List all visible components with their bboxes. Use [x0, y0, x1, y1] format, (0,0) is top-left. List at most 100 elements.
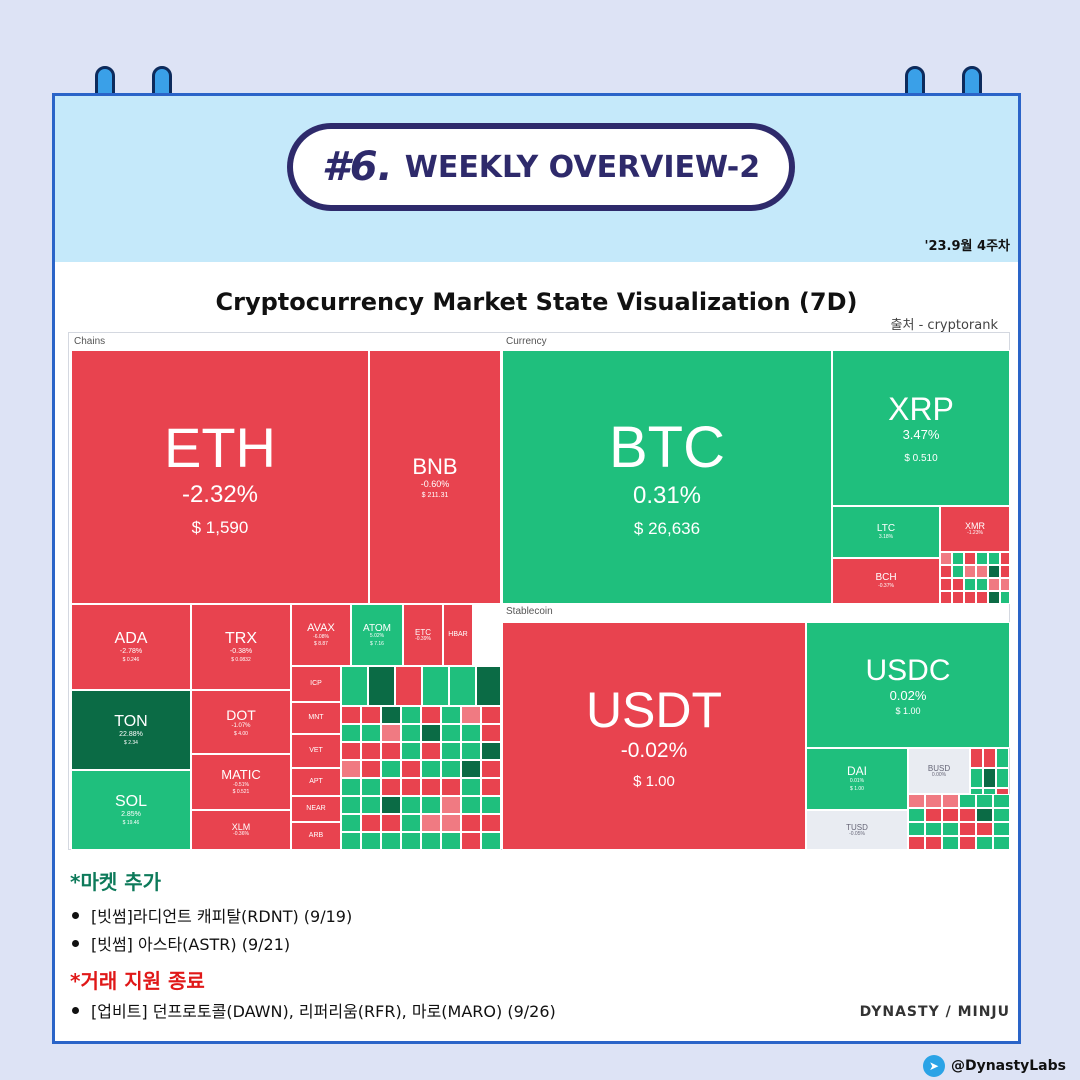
minor-asset-tile[interactable] [481, 832, 501, 850]
minor-asset-tile[interactable] [964, 552, 976, 565]
minor-asset-tile[interactable] [983, 768, 996, 788]
minor-asset-tile[interactable] [341, 832, 361, 850]
tile-mnt[interactable]: MNT [291, 702, 341, 734]
minor-asset-tile[interactable] [481, 814, 501, 832]
minor-asset-tile[interactable] [441, 724, 461, 742]
tile-icp[interactable]: ICP [291, 666, 341, 702]
minor-asset-tile[interactable] [976, 836, 993, 850]
tile-sol[interactable]: SOL 2.85% $ 19.46 [71, 770, 191, 850]
minor-asset-tile[interactable] [481, 796, 501, 814]
minor-asset-tile[interactable] [481, 760, 501, 778]
tile-eth[interactable]: ETH -2.32% $ 1,590 [71, 350, 369, 604]
minor-asset-tile[interactable] [976, 578, 988, 591]
minor-asset-tile[interactable] [996, 748, 1009, 768]
minor-asset-tile[interactable] [952, 578, 964, 591]
minor-asset-tile[interactable] [421, 706, 441, 724]
tile-matic[interactable]: MATIC -0.51% $ 0.521 [191, 754, 291, 810]
minor-asset-tile[interactable] [381, 760, 401, 778]
tile-ton[interactable]: TON 22.88% $ 2.34 [71, 690, 191, 770]
minor-asset-tile[interactable] [421, 724, 441, 742]
minor-asset-tile[interactable] [1000, 565, 1010, 578]
minor-asset-tile[interactable] [461, 778, 481, 796]
minor-asset-tile[interactable] [361, 760, 381, 778]
minor-asset-tile[interactable] [952, 552, 964, 565]
minor-asset-tile[interactable] [942, 822, 959, 836]
minor-asset-tile[interactable] [341, 760, 361, 778]
minor-asset-tile[interactable] [908, 836, 925, 850]
minor-asset-tile[interactable] [421, 832, 441, 850]
tile-bch[interactable]: BCH -0.37% [832, 558, 940, 604]
minor-asset-tile[interactable] [449, 666, 476, 706]
minor-asset-tile[interactable] [341, 814, 361, 832]
tile-atom[interactable]: ATOM 5.02% $ 7.16 [351, 604, 403, 666]
minor-asset-tile[interactable] [461, 814, 481, 832]
minor-asset-tile[interactable] [341, 666, 368, 706]
minor-asset-tile[interactable] [976, 822, 993, 836]
minor-asset-tile[interactable] [925, 808, 942, 822]
minor-asset-tile[interactable] [441, 796, 461, 814]
minor-asset-tile[interactable] [341, 706, 361, 724]
tile-etc[interactable]: ETC -0.39% [403, 604, 443, 666]
minor-asset-tile[interactable] [441, 760, 461, 778]
minor-asset-tile[interactable] [952, 565, 964, 578]
tile-xmr[interactable]: XMR -1.23% [940, 506, 1010, 552]
minor-asset-tile[interactable] [461, 760, 481, 778]
tile-trx[interactable]: TRX -0.38% $ 0.0832 [191, 604, 291, 690]
minor-asset-tile[interactable] [940, 578, 952, 591]
tile-dot[interactable]: DOT -1.07% $ 4.00 [191, 690, 291, 754]
minor-asset-tile[interactable] [964, 591, 976, 604]
minor-asset-tile[interactable] [908, 822, 925, 836]
telegram-handle[interactable]: ➤ @DynastyLabs [922, 1055, 1066, 1077]
minor-asset-tile[interactable] [959, 794, 976, 808]
minor-asset-tile[interactable] [441, 814, 461, 832]
minor-asset-tile[interactable] [976, 552, 988, 565]
tile-dai[interactable]: DAI 0.01% $ 1.00 [806, 748, 908, 810]
minor-asset-tile[interactable] [461, 742, 481, 760]
minor-asset-tile[interactable] [976, 794, 993, 808]
minor-asset-tile[interactable] [421, 778, 441, 796]
minor-asset-tile[interactable] [361, 778, 381, 796]
minor-asset-tile[interactable] [381, 796, 401, 814]
tile-btc[interactable]: BTC 0.31% $ 26,636 [502, 350, 832, 604]
minor-asset-tile[interactable] [401, 814, 421, 832]
minor-asset-tile[interactable] [368, 666, 395, 706]
minor-asset-tile[interactable] [341, 796, 361, 814]
minor-asset-tile[interactable] [461, 724, 481, 742]
minor-asset-tile[interactable] [993, 794, 1010, 808]
minor-asset-tile[interactable] [441, 706, 461, 724]
minor-asset-tile[interactable] [421, 814, 441, 832]
minor-asset-tile[interactable] [993, 808, 1010, 822]
minor-asset-tile[interactable] [341, 778, 361, 796]
minor-asset-tile[interactable] [381, 778, 401, 796]
tile-avax[interactable]: AVAX -6.08% $ 8.87 [291, 604, 351, 666]
minor-asset-tile[interactable] [925, 822, 942, 836]
minor-asset-tile[interactable] [942, 794, 959, 808]
minor-asset-tile[interactable] [952, 591, 964, 604]
minor-asset-tile[interactable] [988, 565, 1000, 578]
minor-asset-tile[interactable] [959, 808, 976, 822]
minor-asset-tile[interactable] [988, 552, 1000, 565]
minor-asset-tile[interactable] [461, 832, 481, 850]
minor-asset-tile[interactable] [381, 724, 401, 742]
minor-asset-tile[interactable] [441, 778, 461, 796]
minor-asset-tile[interactable] [959, 836, 976, 850]
minor-asset-tile[interactable] [422, 666, 449, 706]
minor-asset-tile[interactable] [361, 832, 381, 850]
minor-asset-tile[interactable] [421, 796, 441, 814]
minor-asset-tile[interactable] [940, 591, 952, 604]
minor-asset-tile[interactable] [401, 724, 421, 742]
minor-asset-tile[interactable] [441, 742, 461, 760]
minor-asset-tile[interactable] [381, 742, 401, 760]
minor-asset-tile[interactable] [976, 565, 988, 578]
minor-asset-tile[interactable] [942, 808, 959, 822]
tile-xlm[interactable]: XLM -0.36% [191, 810, 291, 850]
minor-asset-tile[interactable] [395, 666, 422, 706]
tile-apt[interactable]: APT [291, 768, 341, 796]
minor-asset-tile[interactable] [988, 591, 1000, 604]
minor-asset-tile[interactable] [964, 565, 976, 578]
minor-asset-tile[interactable] [942, 836, 959, 850]
minor-asset-tile[interactable] [476, 666, 501, 706]
minor-asset-tile[interactable] [940, 565, 952, 578]
minor-asset-tile[interactable] [908, 808, 925, 822]
minor-asset-tile[interactable] [976, 808, 993, 822]
